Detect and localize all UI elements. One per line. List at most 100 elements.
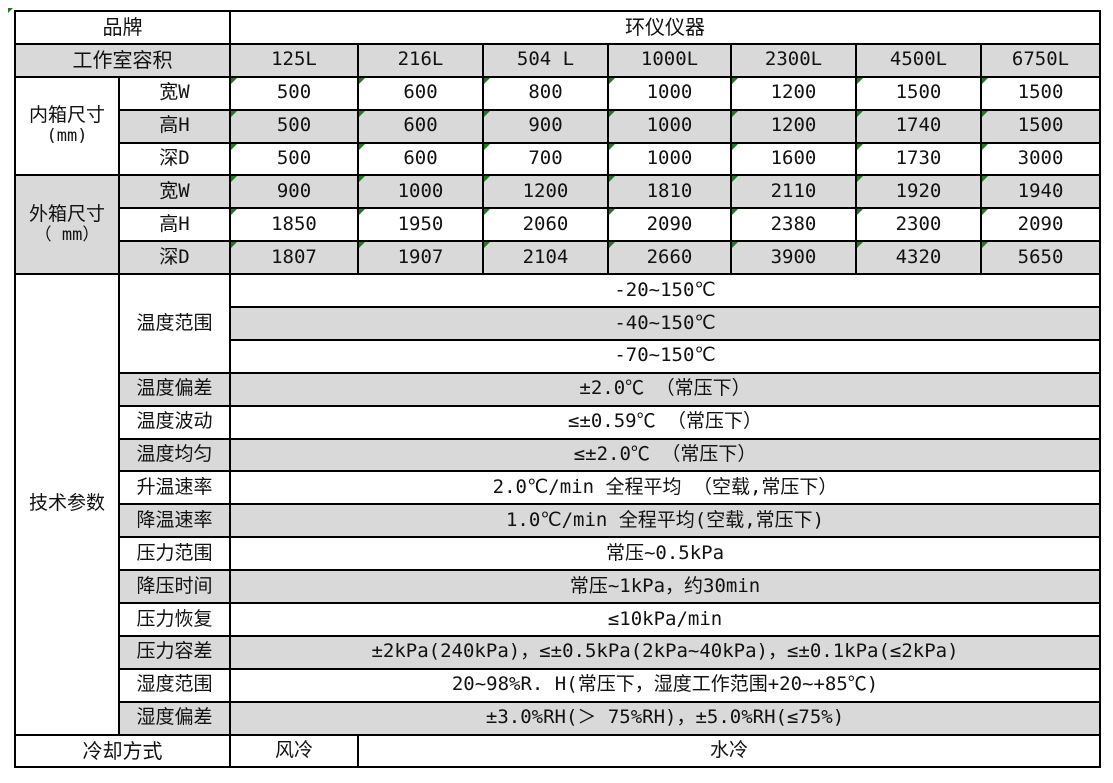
inner-box-unit: (mm) <box>46 126 88 147</box>
inner-height-row: 高H 500 600 900 1000 1200 1740 1500 <box>15 108 1102 144</box>
dimension-value-cell: 1200 <box>730 75 857 111</box>
number-stored-as-text-indicator-icon <box>359 209 365 216</box>
dimension-value-cell: 600 <box>357 75 484 111</box>
number-stored-as-text-indicator-icon <box>484 242 490 249</box>
inner-box-header-cell: 内箱尺寸 (mm) <box>14 75 120 177</box>
spec-table: 品牌 环仪仪器 工作室容积 125L 216L 504 L 1000L 2300… <box>14 10 1102 769</box>
temp-range-value-cell: -20~150℃ <box>228 273 1102 309</box>
dimension-value-cell: 1000 <box>607 108 732 144</box>
inner-box-label: 内箱尺寸 <box>28 104 105 127</box>
param-value-cell: ±2.0℃ （常压下） <box>228 371 1102 407</box>
param-value-cell: ≤±0.59℃ （常压下） <box>228 404 1102 440</box>
outer-box-header-cell: 外箱尺寸 （ mm） <box>14 174 120 276</box>
dimension-value-cell: 2090 <box>979 207 1102 243</box>
number-stored-as-text-indicator-icon <box>231 143 237 150</box>
dimension-value-cell: 1500 <box>855 75 982 111</box>
dimension-label-cell: 高H <box>118 108 231 144</box>
number-stored-as-text-indicator-icon <box>732 209 738 216</box>
dimension-value-cell: 1730 <box>855 141 982 177</box>
number-stored-as-text-indicator-icon <box>982 143 988 150</box>
brand-row: 品牌 环仪仪器 <box>14 10 1102 45</box>
param-value-cell: ±2kPa(240kPa)，≤±0.5kPa(2kPa~40kPa)，≤±0.1… <box>228 634 1102 670</box>
dimension-value-cell: 2090 <box>607 207 732 243</box>
volume-cell: 216L <box>357 42 484 78</box>
number-stored-as-text-indicator-icon <box>857 242 863 249</box>
tech-params-header-cell: 技术参数 <box>14 273 120 736</box>
dimension-value-cell: 2104 <box>482 240 609 276</box>
number-stored-as-text-indicator-icon <box>484 209 490 216</box>
dimension-value-cell: 900 <box>482 108 609 144</box>
param-row: 压力范围 常压~0.5kPa <box>15 536 1102 572</box>
temp-range-value-cell: -40~150℃ <box>228 306 1102 341</box>
dimension-label-cell: 深D <box>118 141 231 177</box>
param-value-cell: 常压~0.5kPa <box>228 536 1102 572</box>
param-label-cell: 温度均匀 <box>118 437 231 473</box>
number-stored-as-text-indicator-icon <box>484 110 490 117</box>
dimension-label-cell: 深D <box>118 240 231 276</box>
param-row: 压力恢复 ≤10kPa/min <box>15 602 1102 637</box>
dimension-value-cell: 600 <box>357 141 484 177</box>
param-label-cell: 降温速率 <box>118 503 231 539</box>
number-stored-as-text-indicator-icon <box>609 176 615 183</box>
dimension-value-cell: 3900 <box>730 240 857 276</box>
param-row: 温度波动 ≤±0.59℃ （常压下） <box>15 404 1102 440</box>
param-value-cell: 20~98%R. H(常压下，湿度工作范围+20~+85℃) <box>228 667 1102 703</box>
number-stored-as-text-indicator-icon <box>982 176 988 183</box>
dimension-value-cell: 1807 <box>229 240 359 276</box>
temp-range-row-1: 技术参数 温度范围 -20~150℃ <box>14 273 1102 736</box>
dimension-value-cell: 5650 <box>979 240 1102 276</box>
dimension-value-cell: 1200 <box>730 108 857 144</box>
outer-width-row: 外箱尺寸 （ mm） 宽W 900 1000 1200 1810 2110 19… <box>14 174 1102 276</box>
param-label-cell: 压力范围 <box>118 536 231 572</box>
param-label-cell: 压力容差 <box>118 634 231 670</box>
param-label-cell: 温度偏差 <box>118 371 231 407</box>
brand-value-cell: 环仪仪器 <box>228 10 1102 45</box>
param-row: 温度偏差 ±2.0℃ （常压下） <box>15 371 1102 407</box>
cooling-label-cell: 冷却方式 <box>14 733 231 769</box>
dimension-value-cell: 3000 <box>979 141 1102 177</box>
dimension-value-cell: 1200 <box>482 174 609 210</box>
number-stored-as-text-indicator-icon <box>609 209 615 216</box>
number-stored-as-text-indicator-icon <box>484 77 490 84</box>
param-row: 降压时间 常压~1kPa，约30min <box>15 569 1102 605</box>
volume-cell: 504 L <box>482 42 609 78</box>
dimension-value-cell: 1850 <box>229 207 359 243</box>
param-label-cell: 温度波动 <box>118 404 231 440</box>
dimension-value-cell: 1000 <box>357 174 484 210</box>
volume-cell: 2300L <box>730 42 857 78</box>
dimension-value-cell: 2660 <box>607 240 732 276</box>
dimension-value-cell: 2300 <box>855 207 982 243</box>
number-stored-as-text-indicator-icon <box>231 209 237 216</box>
number-stored-as-text-indicator-icon <box>982 110 988 117</box>
outer-box-unit: （ mm） <box>34 224 100 245</box>
dimension-label-cell: 高H <box>118 207 231 243</box>
param-label-cell: 湿度范围 <box>118 667 231 703</box>
param-value-cell: 1.0℃/min 全程平均(空载,常压下) <box>228 503 1102 539</box>
number-stored-as-text-indicator-icon <box>609 110 615 117</box>
param-row: 升温速率 2.0℃/min 全程平均 （空载,常压下） <box>15 470 1102 506</box>
dimension-value-cell: 500 <box>229 141 359 177</box>
param-value-cell: ≤±2.0℃ （常压下） <box>228 437 1102 473</box>
param-row: 温度均匀 ≤±2.0℃ （常压下） <box>15 437 1102 473</box>
number-stored-as-text-indicator-icon <box>857 209 863 216</box>
number-stored-as-text-indicator-icon <box>359 110 365 117</box>
param-label-cell: 湿度偏差 <box>118 700 231 736</box>
dimension-value-cell: 2110 <box>730 174 857 210</box>
temp-range-label-cell: 温度范围 <box>118 273 231 374</box>
dimension-value-cell: 1740 <box>855 108 982 144</box>
temp-range-value-cell: -70~150℃ <box>228 338 1102 374</box>
number-stored-as-text-indicator-icon <box>982 209 988 216</box>
inner-width-row: 内箱尺寸 (mm) 宽W 500 600 800 1000 1200 1500 … <box>14 75 1102 177</box>
outer-depth-row: 深D 1807 1907 2104 2660 3900 4320 5650 <box>15 240 1102 276</box>
number-stored-as-text-indicator-icon <box>732 143 738 150</box>
param-value-cell: 2.0℃/min 全程平均 （空载,常压下） <box>228 470 1102 506</box>
brand-label-cell: 品牌 <box>14 10 231 45</box>
inner-depth-row: 深D 500 600 700 1000 1600 1730 3000 <box>15 141 1102 177</box>
dimension-value-cell: 900 <box>229 174 359 210</box>
cooling-air-cell: 风冷 <box>229 733 359 769</box>
param-label-cell: 升温速率 <box>118 470 231 506</box>
number-stored-as-text-indicator-icon <box>359 77 365 84</box>
outer-height-row: 高H 1850 1950 2060 2090 2380 2300 2090 <box>15 207 1102 243</box>
number-stored-as-text-indicator-icon <box>359 143 365 150</box>
volume-cell: 1000L <box>607 42 732 78</box>
